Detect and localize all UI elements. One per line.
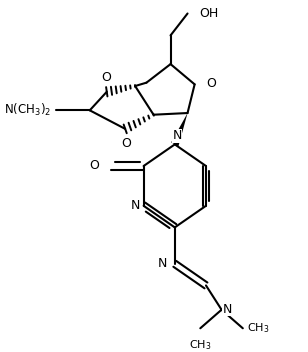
Text: O: O <box>121 137 131 150</box>
Text: O: O <box>89 159 99 172</box>
Text: O: O <box>101 71 111 84</box>
Text: O: O <box>207 77 217 90</box>
Text: OH: OH <box>200 7 219 20</box>
Text: CH$_3$: CH$_3$ <box>247 321 270 335</box>
Text: N: N <box>172 129 182 142</box>
Text: N(CH$_3$)$_2$: N(CH$_3$)$_2$ <box>4 102 51 118</box>
Text: CH$_3$: CH$_3$ <box>189 338 212 352</box>
Polygon shape <box>171 113 188 146</box>
Text: N: N <box>158 257 168 270</box>
Text: N: N <box>223 303 232 315</box>
Text: N: N <box>130 199 140 212</box>
